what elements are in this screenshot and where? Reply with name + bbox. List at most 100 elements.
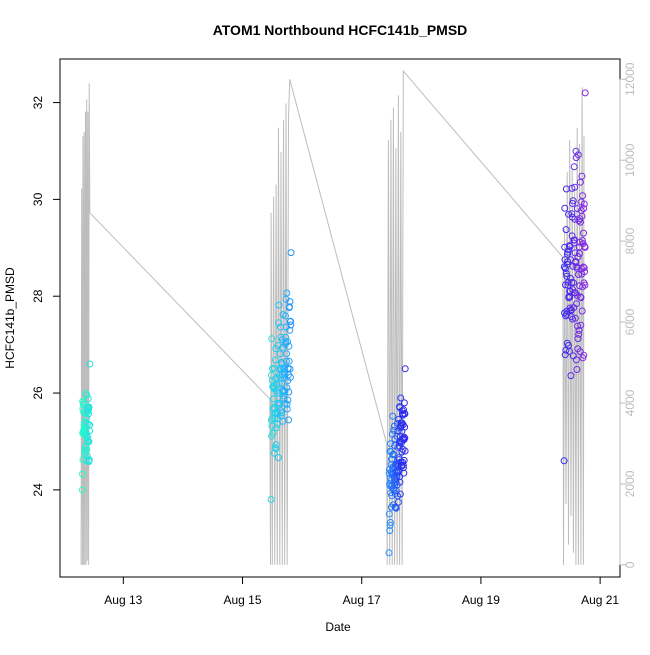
data-point <box>564 278 572 286</box>
data-point <box>400 436 408 444</box>
data-point <box>386 519 394 526</box>
data-point <box>396 478 404 486</box>
data-point <box>282 357 290 365</box>
data-point <box>569 197 577 205</box>
data-point <box>400 469 408 477</box>
data-point <box>267 496 275 503</box>
data-point <box>385 549 393 557</box>
chart-title: ATOM1 Northbound HCFC141b_PMSD <box>213 22 468 38</box>
data-point <box>268 335 276 343</box>
data-point <box>284 338 291 346</box>
data-point <box>571 183 579 191</box>
x-axis-label: Date <box>325 620 351 634</box>
data-point <box>562 270 570 277</box>
data-point <box>569 200 576 207</box>
data-point <box>575 330 583 338</box>
y2-tick-label: 12000 <box>623 62 637 96</box>
y-tick-label: 32 <box>31 96 45 110</box>
data-point <box>274 454 282 462</box>
data-point <box>568 210 576 218</box>
data-point <box>394 498 402 506</box>
data-point <box>84 395 92 403</box>
y-axis-label: HCFC141b_PMSD <box>3 267 17 369</box>
data-point <box>565 292 573 300</box>
data-point <box>282 333 290 341</box>
data-point <box>572 356 580 364</box>
data-point <box>400 456 408 464</box>
data-point <box>84 407 92 415</box>
data-point <box>286 298 294 306</box>
y2-tick-label: 10000 <box>623 143 637 177</box>
data-point <box>271 444 279 452</box>
data-point <box>79 397 87 405</box>
data-point <box>574 253 582 261</box>
data-point <box>275 319 283 327</box>
data-point <box>397 394 405 402</box>
data-point <box>390 426 398 434</box>
points-layer <box>78 89 589 557</box>
data-point <box>573 366 581 373</box>
data-point <box>280 395 287 403</box>
data-point <box>286 365 294 373</box>
data-point <box>570 163 578 171</box>
data-point <box>389 412 397 420</box>
data-point <box>272 445 280 453</box>
x-tick-label: Aug 21 <box>581 593 619 607</box>
data-point <box>285 342 293 350</box>
axes-layer: 24 26 28 30 32 0 2000 4000 6000 8000 10000 12000 Aug… <box>31 62 637 607</box>
data-point <box>565 347 573 355</box>
data-point <box>79 470 86 478</box>
data-point <box>561 351 569 359</box>
data-point <box>573 292 581 299</box>
data-point <box>285 416 293 424</box>
data-point <box>574 322 582 330</box>
data-point <box>286 373 294 381</box>
data-point <box>580 200 588 208</box>
data-point <box>85 438 93 446</box>
data-point <box>581 268 588 276</box>
data-point <box>580 264 588 272</box>
data-point <box>272 441 280 449</box>
data-point <box>399 461 407 469</box>
data-point <box>83 391 91 399</box>
data-point <box>390 450 398 458</box>
data-point <box>287 249 295 257</box>
data-point <box>393 469 401 477</box>
data-point <box>278 380 286 388</box>
data-point <box>276 350 284 358</box>
y-tick-label: 28 <box>31 289 45 303</box>
data-point <box>577 321 585 329</box>
data-point <box>286 326 294 334</box>
data-point <box>399 464 407 472</box>
data-point <box>271 356 279 364</box>
y2-tick-label: 0 <box>623 561 637 568</box>
data-point <box>401 365 409 373</box>
data-point <box>579 283 587 291</box>
y2-tick-label: 6000 <box>623 308 637 335</box>
data-point <box>578 307 586 315</box>
data-point <box>396 490 404 498</box>
data-point <box>561 265 569 272</box>
data-point <box>579 263 587 271</box>
data-point <box>386 527 394 535</box>
y-tick-label: 26 <box>31 386 45 400</box>
data-point <box>573 300 580 308</box>
y-tick-label: 30 <box>31 192 45 206</box>
data-point <box>85 456 93 464</box>
data-point <box>578 212 586 220</box>
data-point <box>567 372 575 380</box>
data-point <box>392 504 400 512</box>
x-tick-label: Aug 17 <box>343 593 381 607</box>
data-point <box>581 281 589 289</box>
y2-tick-label: 4000 <box>623 389 637 416</box>
data-point <box>84 420 92 428</box>
data-point <box>574 335 582 343</box>
data-point <box>401 447 409 455</box>
data-point <box>282 312 289 320</box>
data-point <box>85 403 93 411</box>
data-point <box>400 406 408 414</box>
data-point <box>283 384 291 392</box>
data-point <box>86 360 94 368</box>
